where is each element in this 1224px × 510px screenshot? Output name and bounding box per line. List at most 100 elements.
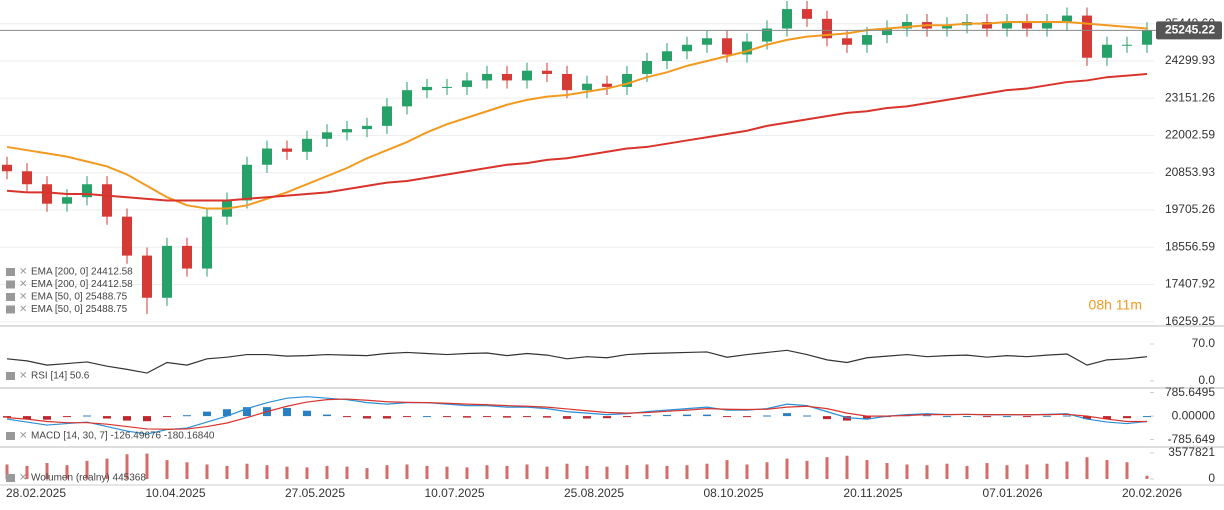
candle-body <box>682 44 692 52</box>
candle-body <box>642 60 652 74</box>
candle-body <box>142 255 152 298</box>
volume-bar <box>305 467 309 479</box>
histogram-bar <box>463 416 471 418</box>
volume-bar <box>1145 475 1149 479</box>
histogram-bar <box>1003 416 1011 418</box>
volume-bar <box>25 465 29 479</box>
candle-body <box>762 28 772 42</box>
candle-body <box>1082 15 1092 58</box>
candle-body <box>82 184 92 198</box>
candle-body <box>782 9 792 29</box>
indicator-line <box>6 21 1148 210</box>
candle-body <box>422 86 432 91</box>
histogram-bar <box>143 416 151 422</box>
histogram-bar <box>863 416 871 420</box>
volume-bar <box>365 468 369 479</box>
volume-bar <box>685 465 689 479</box>
volume-bar <box>1045 463 1049 479</box>
indicator-line <box>6 349 1148 374</box>
y-tick-label: 18556.59 <box>1165 239 1215 253</box>
volume-bar <box>185 462 189 479</box>
histogram-bar <box>943 416 951 418</box>
candle-body <box>1002 22 1012 29</box>
candle-body <box>362 125 372 130</box>
histogram-bar <box>63 416 71 418</box>
candle-body <box>522 70 532 81</box>
volume-bar <box>465 467 469 479</box>
candle-body <box>322 132 332 139</box>
y-tick-label: 17407.92 <box>1165 277 1215 291</box>
legend-entry: Wolumen (realny) 445368 <box>31 473 146 484</box>
y-tick-label: 16259.25 <box>1165 314 1215 328</box>
legend-icon <box>6 305 15 314</box>
volume-bar <box>165 460 169 479</box>
histogram-bar <box>963 415 971 417</box>
volume-bar <box>705 463 709 479</box>
legend-icon <box>6 372 15 380</box>
x-tick-label: 20.11.2025 <box>843 486 902 500</box>
histogram-bar <box>363 416 371 419</box>
histogram-bar <box>643 415 651 417</box>
y-tick-label: 20853.93 <box>1165 165 1215 179</box>
histogram-bar <box>283 408 291 417</box>
volume-bar <box>405 464 409 479</box>
y-tick-label: 0.00000 <box>1172 408 1216 422</box>
histogram-bar <box>183 415 191 417</box>
volume-bar <box>765 462 769 479</box>
histogram-bar <box>983 416 991 418</box>
candle-body <box>1142 30 1152 45</box>
legend-icon: ✕ <box>19 304 27 315</box>
candle-body <box>502 73 512 81</box>
candle-body <box>802 9 812 19</box>
volume-bar <box>745 464 749 479</box>
indicator-line <box>6 398 1147 430</box>
histogram-bar <box>163 416 171 418</box>
y-tick-label: 70.0 <box>1192 336 1216 350</box>
volume-bar <box>45 463 49 479</box>
volume-bar <box>625 465 629 479</box>
histogram-bar <box>1063 415 1071 417</box>
candle-body <box>582 83 592 91</box>
histogram-bar <box>563 416 571 419</box>
histogram-bar <box>843 416 851 421</box>
histogram-bar <box>723 416 731 418</box>
histogram-bar <box>443 416 451 418</box>
candle-body <box>542 70 552 74</box>
candle-body <box>162 245 172 298</box>
histogram-bar <box>743 416 751 418</box>
volume-bar <box>105 458 109 479</box>
volume-bar <box>525 464 529 479</box>
candle-body <box>62 197 72 204</box>
legend-icon: ✕ <box>19 267 27 278</box>
volume-bar <box>1085 457 1089 479</box>
volume-bar <box>985 463 989 479</box>
candle-body <box>982 22 992 29</box>
volume-bar <box>325 465 329 479</box>
last-price-label: 25245.22 <box>1165 22 1215 36</box>
histogram-bar <box>543 416 551 418</box>
histogram-bar <box>1123 416 1131 419</box>
candle-body <box>282 148 292 152</box>
candle-body <box>42 184 52 204</box>
candle-body <box>902 22 912 29</box>
volume-bar <box>65 465 69 479</box>
volume-bar <box>585 465 589 479</box>
x-tick-label: 28.02.2025 <box>6 486 66 500</box>
candle-body <box>262 148 272 165</box>
histogram-bar <box>1043 415 1051 417</box>
y-tick-label: 785.6495 <box>1165 385 1215 399</box>
histogram-bar <box>503 416 511 418</box>
histogram-bar <box>823 416 831 420</box>
volume-bar <box>1125 462 1129 479</box>
volume-bar <box>85 460 89 479</box>
volume-bar <box>865 460 869 479</box>
candle-body <box>462 80 472 87</box>
histogram-bar <box>83 415 91 417</box>
legend-icon <box>6 280 15 289</box>
y-tick-label: 3577821 <box>1168 445 1215 459</box>
histogram-bar <box>323 414 331 417</box>
candle-body <box>482 73 492 81</box>
volume-bar <box>725 460 729 479</box>
volume-bar <box>785 458 789 479</box>
